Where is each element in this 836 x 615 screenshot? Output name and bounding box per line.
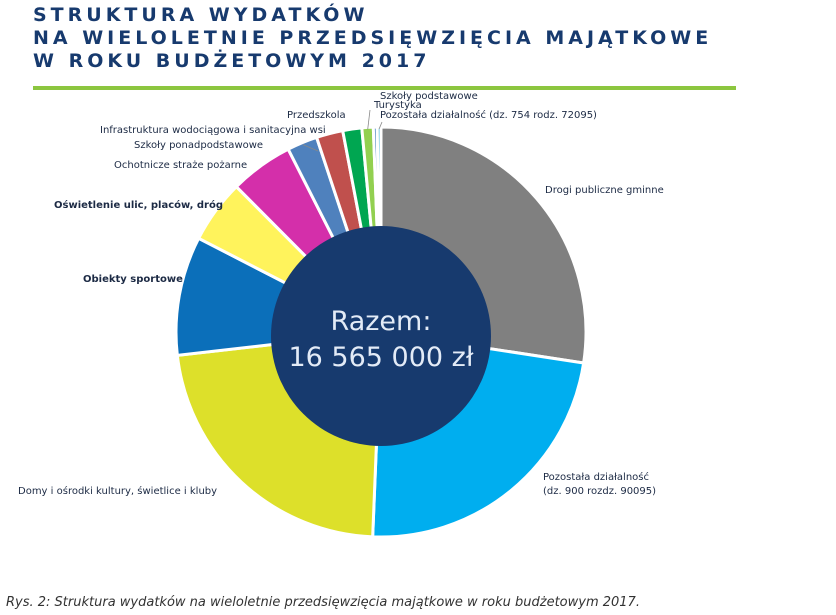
leader-line-6 — [302, 144, 319, 152]
slice-label-0: Drogi publiczne gminne — [545, 185, 664, 196]
donut-chart: Razem: 16 565 000 zł Drogi publiczne gmi… — [18, 91, 664, 539]
center-label-line-2: 16 565 000 zł — [288, 342, 473, 373]
figure-caption: Rys. 2: Struktura wydatków na wieloletni… — [6, 595, 640, 610]
slice-label-10: Turystyka — [373, 100, 422, 111]
slice-label-5: Ochotnicze straże pożarne — [114, 160, 247, 171]
title-underline — [33, 86, 736, 90]
slice-label-3: Obiekty sportowe — [83, 274, 183, 285]
slice-label-11: Pozostała działalność (dz. 754 rodz. 720… — [380, 109, 597, 121]
slice-label-6: Szkoły ponadpodstawowe — [134, 140, 263, 151]
leader-line-9 — [367, 109, 371, 130]
slice-label-7: Infrastruktura wodociągowa i sanitacyjna… — [100, 125, 326, 136]
title-line-3: W ROKU BUDŻETOWYM 2017 — [33, 50, 431, 72]
center-disc — [271, 226, 491, 446]
slice-label-2: Domy i ośrodki kultury, świetlice i klub… — [18, 485, 217, 497]
slice-label-1: Pozostała działalność (dz. 900 rozdz. 900… — [543, 471, 656, 497]
title-line-2: NA WIELOLETNIE PRZEDSIĘWZIĘCIA MAJĄTKOWE — [33, 27, 713, 49]
slice-labels: Drogi publiczne gminne Pozostała działaln… — [18, 91, 664, 497]
leader-lines — [302, 109, 383, 152]
center-label-line-1: Razem: — [331, 306, 432, 337]
title-line-1: STRUKTURA WYDATKÓW — [33, 4, 369, 26]
slice-label-4: Oświetlenie ulic, placów, dróg — [54, 199, 223, 211]
chart-title: STRUKTURA WYDATKÓW NA WIELOLETNIE PRZEDS… — [33, 4, 712, 73]
slice-label-8: Przedszkola — [287, 110, 346, 121]
leader-line-11 — [378, 121, 383, 130]
slice-label-9: Szkoły podstawowe — [380, 91, 478, 102]
